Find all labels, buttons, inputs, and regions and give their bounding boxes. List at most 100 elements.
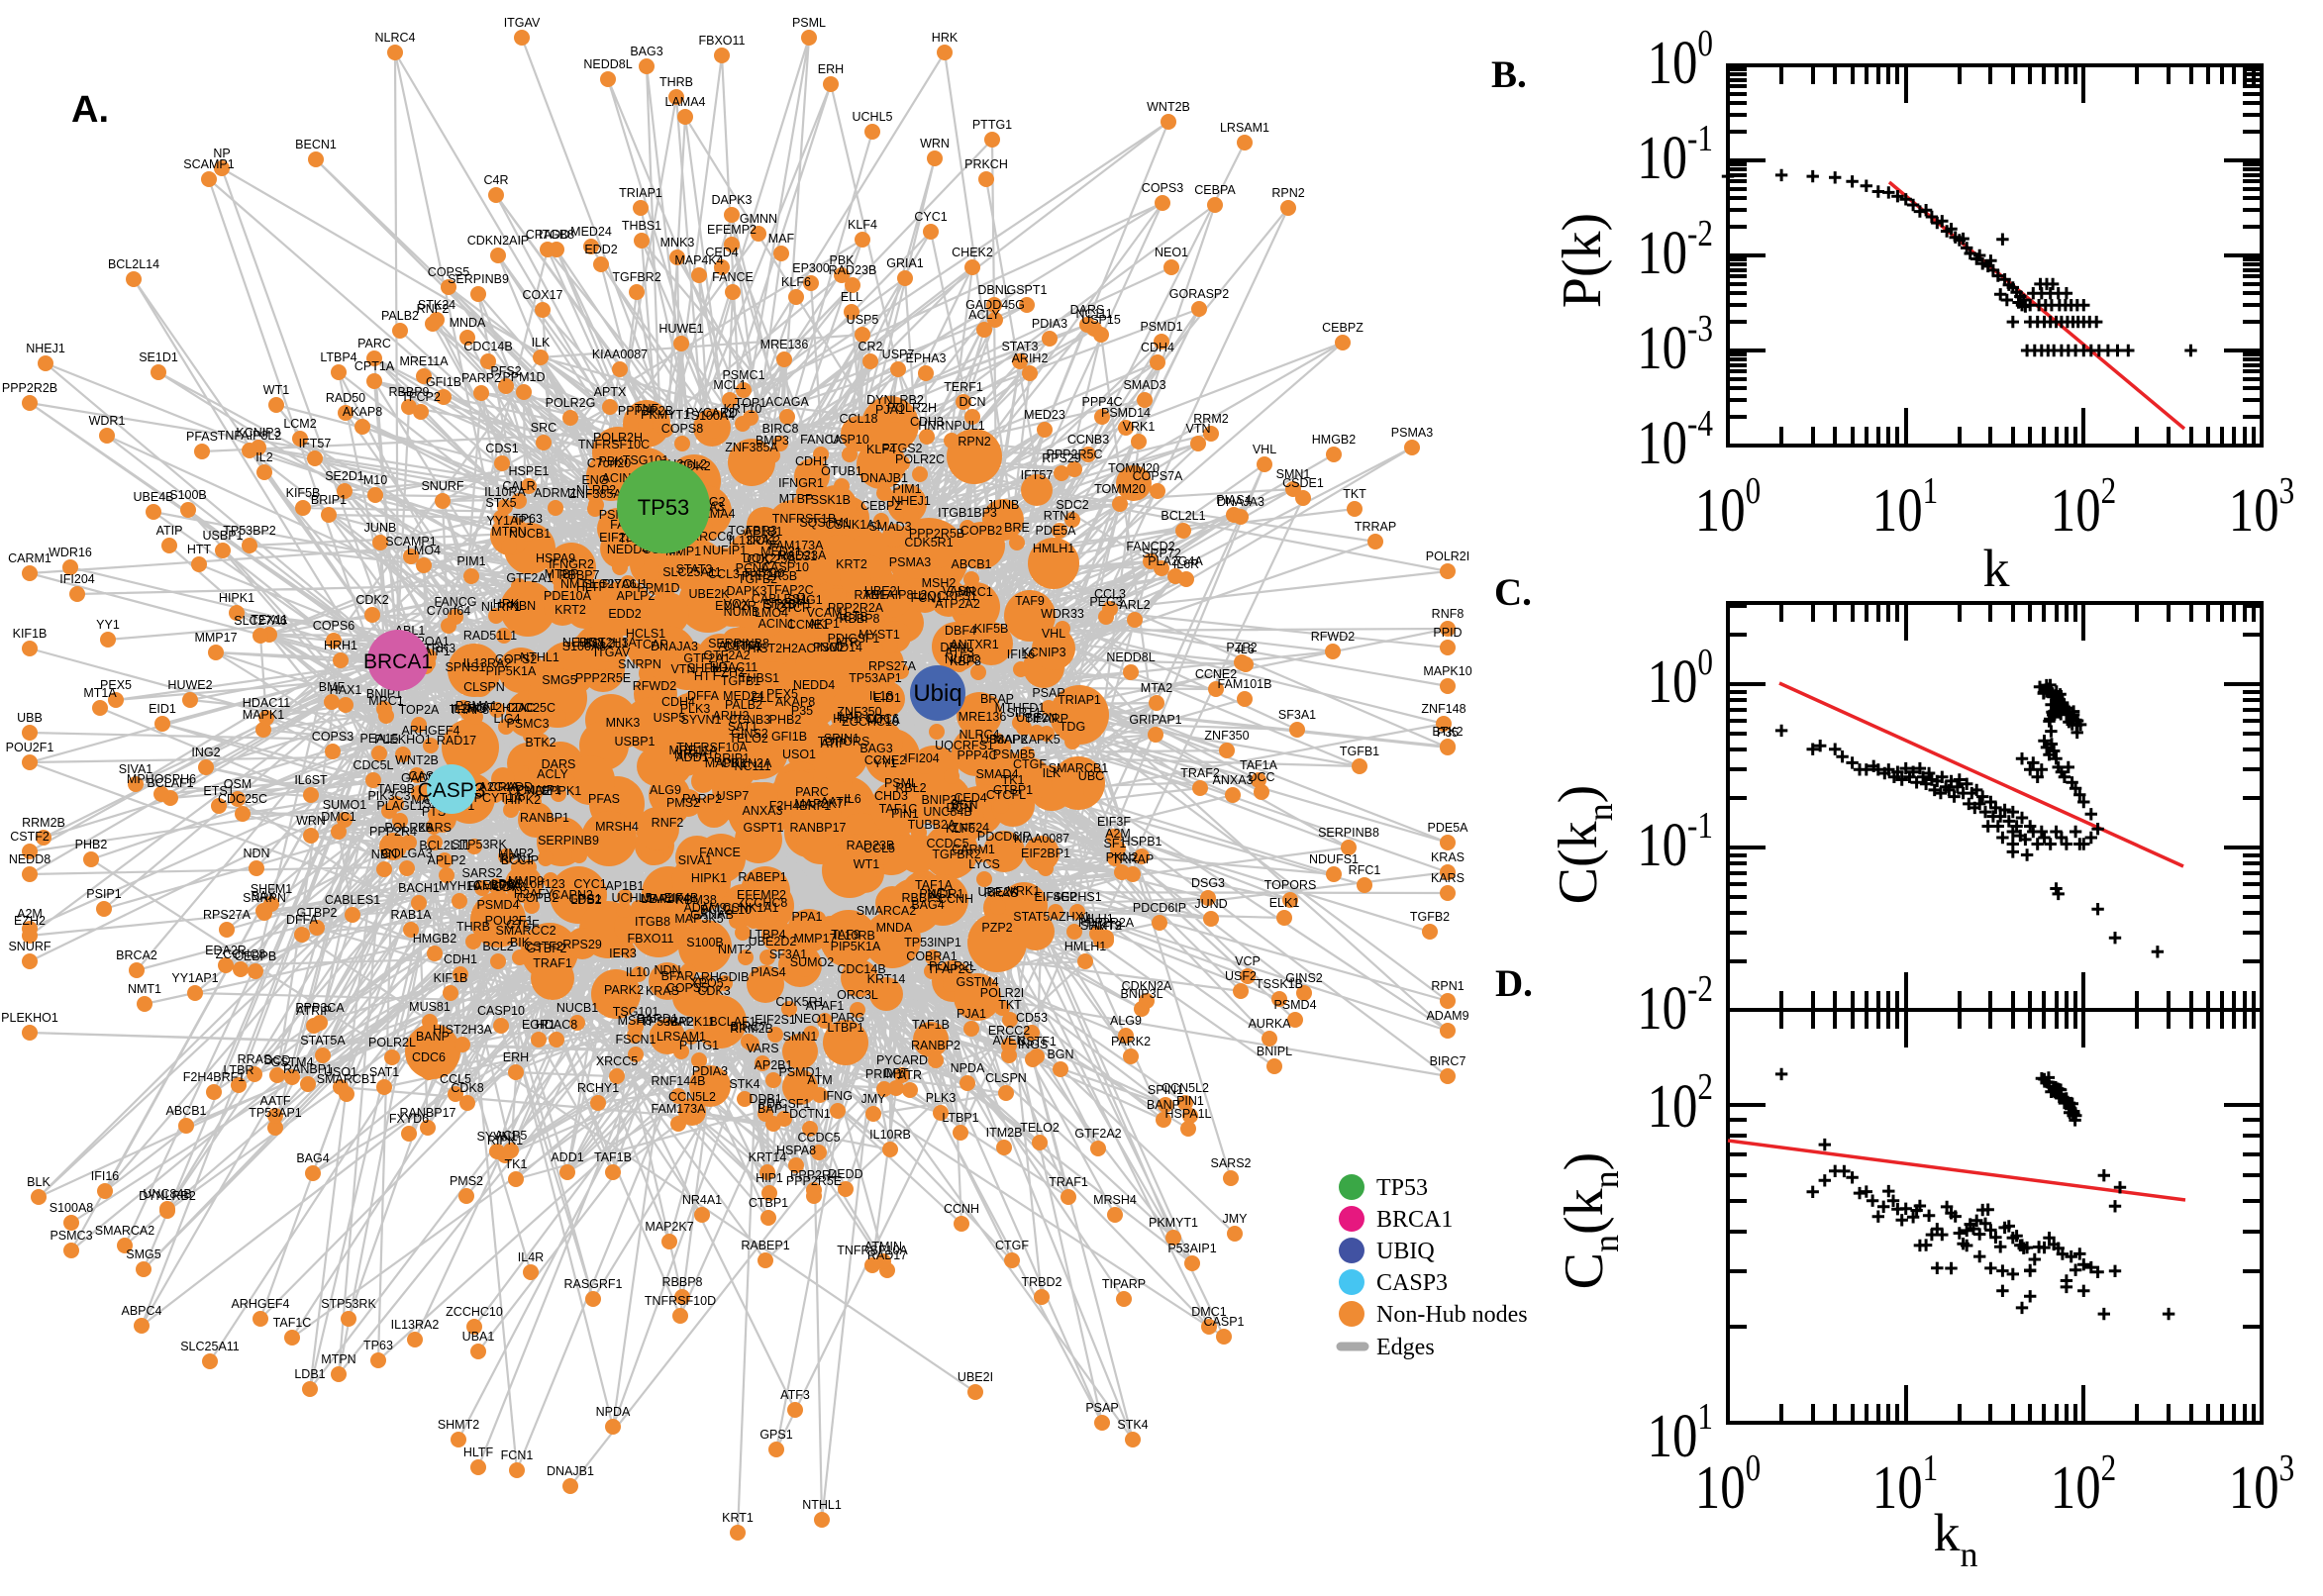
- svg-text:SHMT2: SHMT2: [1080, 919, 1122, 933]
- svg-text:FANCG: FANCG: [434, 595, 476, 609]
- svg-text:TP53: TP53: [638, 495, 690, 520]
- svg-text:S100B: S100B: [169, 488, 207, 502]
- svg-text:DYNLRB2: DYNLRB2: [866, 393, 924, 407]
- svg-text:USP10: USP10: [830, 433, 869, 447]
- svg-text:NLRP2: NLRP2: [576, 483, 616, 497]
- svg-text:GMNN: GMNN: [740, 212, 777, 226]
- svg-text:NR4A1: NR4A1: [674, 748, 714, 761]
- svg-text:NTHL1: NTHL1: [802, 1498, 842, 1512]
- svg-text:OTUB1: OTUB1: [821, 464, 862, 478]
- svg-text:BAX: BAX: [251, 889, 276, 903]
- svg-text:MNDA: MNDA: [450, 316, 486, 330]
- svg-text:PPP4C: PPP4C: [958, 748, 998, 762]
- svg-text:WT1: WT1: [263, 383, 289, 397]
- svg-text:TDG: TDG: [1060, 720, 1085, 734]
- svg-text:TK1: TK1: [505, 1157, 528, 1171]
- svg-text:VARS: VARS: [746, 1042, 778, 1055]
- svg-text:BECN1: BECN1: [295, 138, 337, 151]
- svg-text:ELK1: ELK1: [1269, 896, 1300, 910]
- svg-text:PTTG1: PTTG1: [972, 118, 1012, 132]
- svg-text:WDR1: WDR1: [928, 887, 964, 901]
- svg-text:NMT1: NMT1: [560, 577, 594, 591]
- svg-text:USP5: USP5: [847, 313, 879, 327]
- svg-text:CCN5L2: CCN5L2: [1162, 1081, 1209, 1095]
- svg-text:BGN: BGN: [951, 798, 977, 812]
- svg-text:KIF5B: KIF5B: [286, 486, 321, 500]
- svg-text:SERPINB9: SERPINB9: [538, 834, 599, 848]
- svg-text:BCL2: BCL2: [482, 940, 513, 953]
- svg-text:SRC: SRC: [531, 421, 556, 435]
- svg-text:CCL3: CCL3: [1094, 587, 1126, 601]
- svg-text:GRIA1: GRIA1: [886, 256, 924, 270]
- svg-text:TOPORS: TOPORS: [818, 735, 870, 748]
- svg-text:PARC: PARC: [795, 785, 829, 799]
- svg-text:CSDE1: CSDE1: [1282, 476, 1324, 490]
- svg-text:SARS2: SARS2: [1211, 1156, 1252, 1170]
- svg-text:TSSK1B: TSSK1B: [803, 493, 851, 507]
- svg-text:HDAC11: HDAC11: [243, 696, 290, 710]
- svg-text:EGR1: EGR1: [522, 1018, 556, 1032]
- svg-text:AKAP8: AKAP8: [343, 405, 382, 419]
- svg-text:AKP1: AKP1: [808, 617, 840, 631]
- svg-text:SERPINB8: SERPINB8: [1318, 826, 1379, 840]
- svg-text:CARM1: CARM1: [952, 843, 995, 856]
- svg-text:TP63: TP63: [513, 512, 543, 526]
- svg-text:ATIP: ATIP: [156, 524, 183, 538]
- svg-text:S100A4: S100A4: [691, 409, 736, 423]
- svg-text:KRT14: KRT14: [867, 972, 906, 986]
- svg-text:COPS5: COPS5: [428, 265, 469, 279]
- svg-text:EP300: EP300: [792, 261, 830, 275]
- svg-text:TAF9: TAF9: [831, 928, 860, 942]
- svg-text:MED23: MED23: [1024, 408, 1065, 422]
- svg-text:PJA1: PJA1: [957, 1007, 986, 1021]
- svg-text:TUBB2A: TUBB2A: [908, 818, 957, 832]
- svg-text:ATP2A2: ATP2A2: [935, 597, 980, 611]
- svg-text:MAP4K4: MAP4K4: [674, 253, 723, 267]
- svg-text:ABPC4: ABPC4: [122, 1304, 162, 1318]
- svg-text:LTBR: LTBR: [223, 1063, 253, 1077]
- svg-text:LDB1: LDB1: [294, 1367, 325, 1381]
- svg-text:GTF2A2: GTF2A2: [1074, 1127, 1121, 1141]
- svg-text:CARM1: CARM1: [8, 551, 51, 565]
- svg-text:LTBP4: LTBP4: [320, 350, 356, 364]
- svg-text:NBN: NBN: [510, 599, 536, 613]
- svg-text:PPP2R2B: PPP2R2B: [618, 404, 673, 418]
- svg-text:FXYD6: FXYD6: [389, 1112, 429, 1126]
- svg-text:CEBPA: CEBPA: [473, 878, 515, 892]
- svg-text:RBBP8: RBBP8: [840, 612, 880, 626]
- svg-text:S100A8: S100A8: [562, 640, 607, 653]
- svg-text:BFAR: BFAR: [661, 969, 694, 983]
- svg-text:BLK: BLK: [27, 1175, 50, 1189]
- svg-text:ATMIN: ATMIN: [864, 1240, 902, 1253]
- svg-text:COPB2: COPB2: [517, 891, 558, 905]
- svg-text:DCN: DCN: [959, 395, 985, 409]
- svg-text:UCHL5: UCHL5: [612, 891, 653, 905]
- svg-text:JMY: JMY: [861, 1092, 887, 1106]
- svg-text:FANCA: FANCA: [800, 433, 842, 447]
- svg-text:USO1: USO1: [324, 1065, 357, 1079]
- svg-text:PEX5: PEX5: [766, 687, 798, 701]
- svg-text:SF3A1: SF3A1: [769, 948, 807, 961]
- svg-text:LIG4: LIG4: [493, 712, 520, 726]
- svg-text:SIVA1: SIVA1: [678, 853, 713, 867]
- svg-text:PZP2: PZP2: [1226, 641, 1257, 654]
- svg-text:CCNE2: CCNE2: [1195, 667, 1237, 681]
- svg-text:BGN: BGN: [1047, 1047, 1073, 1061]
- svg-text:HSPE1: HSPE1: [509, 464, 550, 478]
- svg-text:PDICSF1: PDICSF1: [828, 632, 880, 646]
- svg-text:CCL5: CCL5: [863, 842, 895, 855]
- svg-text:POLR2I: POLR2I: [1426, 549, 1469, 563]
- svg-text:RFWD2: RFWD2: [633, 679, 676, 693]
- svg-text:PPP2R2A: PPP2R2A: [1078, 916, 1135, 930]
- svg-text:APLP2: APLP2: [617, 589, 656, 603]
- svg-text:AATF: AATF: [820, 795, 851, 809]
- svg-text:HIST2H3A: HIST2H3A: [433, 1023, 492, 1037]
- svg-text:BNIP3L: BNIP3L: [921, 793, 963, 807]
- svg-text:PTGS2: PTGS2: [882, 442, 923, 455]
- svg-text:POLR2I: POLR2I: [980, 986, 1024, 1000]
- svg-text:BAG3: BAG3: [859, 742, 892, 755]
- svg-text:LRSAM1: LRSAM1: [656, 1030, 706, 1044]
- svg-text:IFT57: IFT57: [299, 437, 332, 450]
- svg-text:RCHY1: RCHY1: [577, 1081, 619, 1095]
- svg-text:RNF2: RNF2: [417, 302, 450, 316]
